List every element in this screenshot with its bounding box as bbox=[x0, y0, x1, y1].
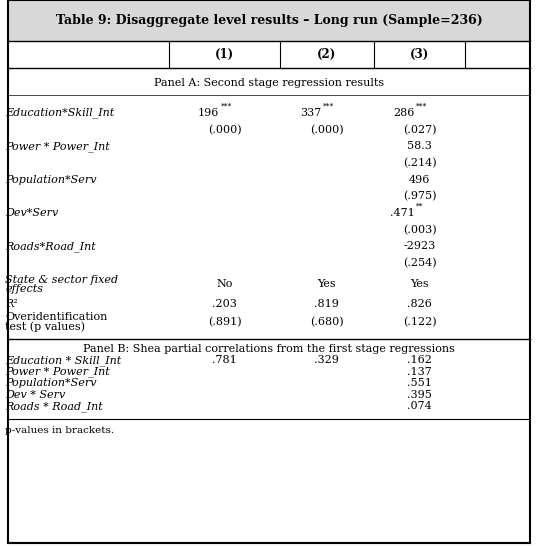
Text: (.003): (.003) bbox=[403, 225, 436, 235]
Text: ***: *** bbox=[416, 103, 427, 110]
Text: .395: .395 bbox=[407, 390, 432, 400]
Text: .203: .203 bbox=[212, 299, 237, 308]
Text: (.680): (.680) bbox=[310, 317, 344, 327]
Text: (.254): (.254) bbox=[403, 258, 436, 268]
Text: (.000): (.000) bbox=[310, 125, 344, 135]
Text: No: No bbox=[216, 280, 233, 289]
Text: .074: .074 bbox=[407, 401, 432, 411]
Text: .551: .551 bbox=[407, 378, 432, 388]
Text: State & sector fixed: State & sector fixed bbox=[5, 275, 118, 284]
Text: 337: 337 bbox=[300, 108, 321, 118]
Text: (1): (1) bbox=[215, 48, 234, 61]
Text: .137: .137 bbox=[407, 367, 432, 377]
Text: (.122): (.122) bbox=[403, 317, 436, 327]
Text: (.214): (.214) bbox=[403, 158, 436, 168]
Text: Dev*Serv: Dev*Serv bbox=[5, 208, 59, 218]
Text: .819: .819 bbox=[314, 299, 339, 308]
Text: ***: *** bbox=[323, 103, 334, 110]
Text: 286: 286 bbox=[393, 108, 414, 118]
Text: 496: 496 bbox=[409, 175, 430, 185]
Text: Dev * Serv: Dev * Serv bbox=[5, 390, 66, 400]
Text: Table 9: Disaggregate level results – Long run (Sample=236): Table 9: Disaggregate level results – Lo… bbox=[55, 14, 483, 27]
Text: Yes: Yes bbox=[410, 280, 429, 289]
Text: Power * Power_Int: Power * Power_Int bbox=[5, 141, 110, 152]
Text: Population*Serv: Population*Serv bbox=[5, 378, 97, 388]
Text: Panel B: Shea partial correlations from the first stage regressions: Panel B: Shea partial correlations from … bbox=[83, 344, 455, 354]
Text: .826: .826 bbox=[407, 299, 432, 308]
Text: .162: .162 bbox=[407, 355, 432, 365]
Text: p-values in brackets.: p-values in brackets. bbox=[5, 426, 115, 435]
Text: .329: .329 bbox=[314, 355, 339, 365]
Text: (.000): (.000) bbox=[208, 125, 242, 135]
Text: Education * Skill_Int: Education * Skill_Int bbox=[5, 355, 122, 366]
Text: Yes: Yes bbox=[317, 280, 336, 289]
Text: (3): (3) bbox=[410, 48, 429, 61]
Text: test (p values): test (p values) bbox=[5, 321, 86, 332]
Text: (.891): (.891) bbox=[208, 317, 242, 327]
Text: Education*Skill_Int: Education*Skill_Int bbox=[5, 108, 115, 118]
Text: 196: 196 bbox=[198, 108, 220, 118]
Text: Panel A: Second stage regression results: Panel A: Second stage regression results bbox=[154, 78, 384, 88]
Text: (.975): (.975) bbox=[403, 192, 436, 201]
Text: 58.3: 58.3 bbox=[407, 141, 432, 151]
Text: R²: R² bbox=[5, 299, 18, 308]
Text: Overidentification: Overidentification bbox=[5, 312, 108, 322]
Text: (.027): (.027) bbox=[403, 125, 436, 135]
Text: .471: .471 bbox=[390, 208, 414, 218]
Text: Population*Serv: Population*Serv bbox=[5, 175, 97, 185]
Text: Roads * Road_Int: Roads * Road_Int bbox=[5, 401, 103, 412]
Text: effects: effects bbox=[5, 284, 44, 294]
Text: Power * Power_Int: Power * Power_Int bbox=[5, 366, 110, 377]
Text: -2923: -2923 bbox=[404, 241, 436, 251]
Text: ***: *** bbox=[221, 103, 232, 110]
Text: (2): (2) bbox=[317, 48, 336, 61]
Text: .781: .781 bbox=[212, 355, 237, 365]
Text: **: ** bbox=[416, 203, 423, 210]
Text: Roads*Road_Int: Roads*Road_Int bbox=[5, 241, 96, 252]
FancyBboxPatch shape bbox=[8, 0, 530, 41]
